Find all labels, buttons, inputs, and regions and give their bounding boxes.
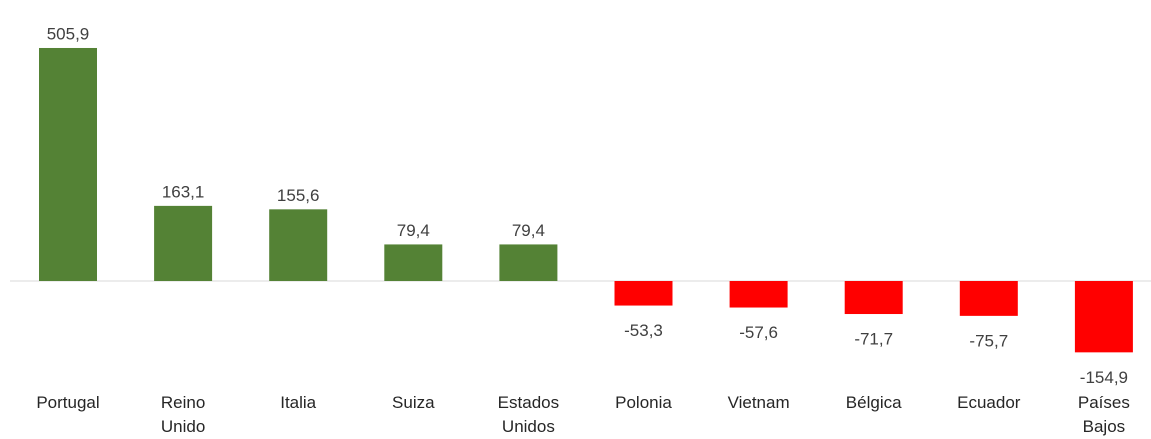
value-label: -154,9 xyxy=(1080,368,1128,387)
value-label: 163,1 xyxy=(162,182,205,201)
bar xyxy=(1074,281,1133,353)
bar xyxy=(154,205,213,281)
bar xyxy=(269,209,328,281)
value-label: -75,7 xyxy=(969,331,1008,350)
value-label: -57,6 xyxy=(739,323,778,342)
bar xyxy=(614,281,673,306)
value-label: 505,9 xyxy=(47,24,90,43)
category-label: Vietnam xyxy=(727,393,790,412)
category-label: Reino Unido xyxy=(160,393,206,436)
bar xyxy=(39,47,97,282)
value-label: -71,7 xyxy=(854,330,893,349)
bar xyxy=(844,281,903,315)
category-label: Países Bajos xyxy=(1077,393,1130,436)
category-label: Suiza xyxy=(392,393,435,412)
value-label: 79,4 xyxy=(512,221,545,240)
category-label: Bélgica xyxy=(845,393,902,412)
bar xyxy=(729,281,788,308)
category-label: Portugal xyxy=(36,393,100,412)
value-label: 79,4 xyxy=(397,221,430,240)
bar xyxy=(959,281,1018,316)
category-label: Estados Unidos xyxy=(497,393,560,436)
bar xyxy=(384,244,443,281)
category-label: Italia xyxy=(280,393,317,412)
category-label: Polonia xyxy=(615,393,672,412)
bar xyxy=(499,244,558,281)
value-label: 155,6 xyxy=(277,186,320,205)
value-label: -53,3 xyxy=(624,321,663,340)
category-label: Ecuador xyxy=(957,393,1021,412)
